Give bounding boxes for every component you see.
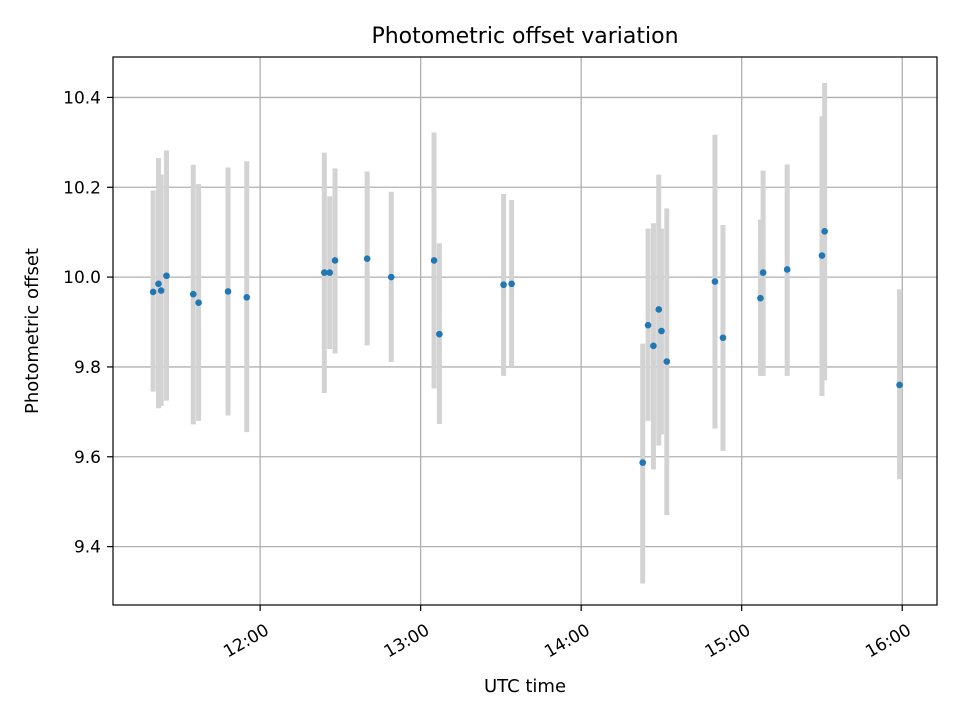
data-point bbox=[500, 281, 507, 289]
data-point bbox=[157, 287, 165, 294]
y-tick-label: 10.4 bbox=[63, 88, 101, 108]
data-point bbox=[224, 288, 232, 295]
data-point bbox=[155, 280, 162, 288]
data-point bbox=[508, 280, 515, 288]
data-point bbox=[757, 294, 764, 302]
data-point bbox=[321, 269, 328, 276]
y-tick-label: 10.2 bbox=[63, 178, 101, 198]
data-point bbox=[363, 255, 371, 262]
data-point bbox=[163, 272, 170, 280]
data-point bbox=[326, 269, 334, 276]
data-point bbox=[430, 257, 438, 264]
y-tick-label: 9.8 bbox=[74, 358, 101, 378]
y-tick-label: 10.0 bbox=[63, 268, 101, 288]
data-point bbox=[663, 358, 671, 365]
chart-title: Photometric offset variation bbox=[371, 24, 678, 49]
data-point bbox=[655, 306, 663, 313]
data-point bbox=[759, 269, 767, 276]
data-points bbox=[149, 227, 903, 466]
data-point bbox=[149, 288, 157, 296]
data-point bbox=[195, 299, 202, 307]
data-point bbox=[331, 257, 339, 264]
data-point bbox=[719, 334, 727, 342]
y-axis-label: Photometric offset bbox=[22, 248, 43, 414]
data-point bbox=[896, 381, 903, 389]
data-point bbox=[711, 278, 719, 285]
data-point bbox=[783, 266, 791, 273]
x-axis-label: UTC time bbox=[484, 676, 566, 697]
data-point bbox=[644, 321, 652, 329]
grid bbox=[113, 57, 937, 605]
data-point bbox=[436, 330, 443, 338]
data-point bbox=[658, 327, 665, 335]
data-point bbox=[189, 290, 197, 298]
data-point bbox=[818, 252, 826, 259]
data-point bbox=[639, 459, 647, 466]
y-tick-label: 9.4 bbox=[74, 538, 101, 558]
plot-frame bbox=[112, 56, 938, 606]
y-tick-label: 9.6 bbox=[74, 448, 101, 468]
data-point bbox=[650, 342, 657, 350]
data-point bbox=[243, 294, 251, 301]
data-point bbox=[387, 273, 395, 281]
data-point bbox=[821, 227, 828, 235]
